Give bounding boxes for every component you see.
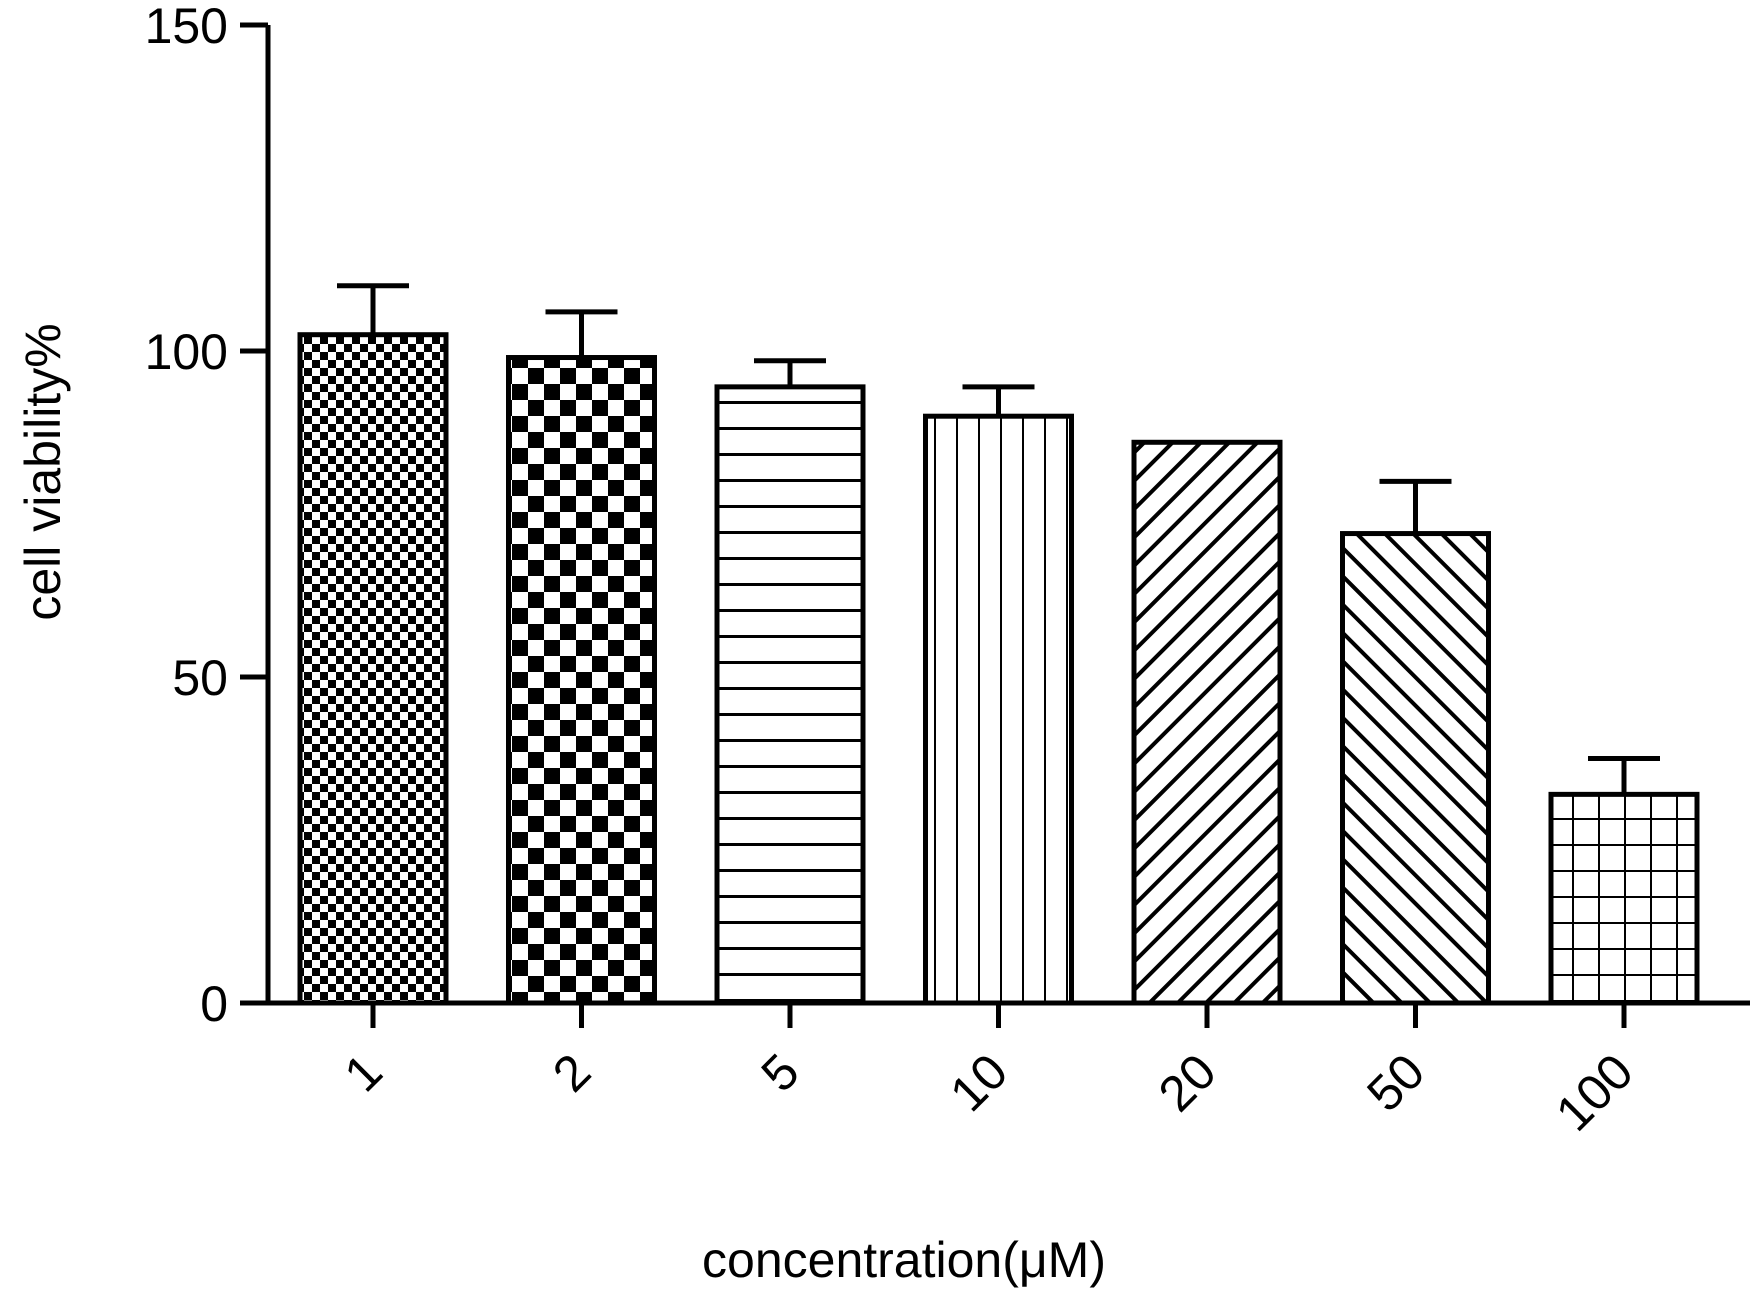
- bars-group: [297, 332, 1700, 1006]
- y-axis: 0 50 100 150: [145, 0, 271, 1032]
- bar-5: [714, 384, 866, 1006]
- bar-1: [297, 332, 449, 1006]
- bar-2: [506, 355, 657, 1006]
- x-tick-label: 50: [1356, 1043, 1435, 1122]
- y-axis-title: cell viability%: [15, 323, 71, 620]
- bar-100: [1548, 791, 1700, 1006]
- x-tick-label: 10: [939, 1043, 1018, 1122]
- y-tick-label: 50: [172, 650, 228, 706]
- x-axis-title: concentration(μM): [702, 1232, 1106, 1288]
- bar-50: [1340, 531, 1491, 1006]
- x-tick-label: 5: [751, 1043, 810, 1102]
- x-tick-label: 100: [1545, 1043, 1644, 1142]
- x-axis: 1 2 5 10 20 50 100: [266, 1000, 1750, 1142]
- bar-10: [923, 413, 1074, 1006]
- y-tick-label: 100: [145, 324, 228, 380]
- x-tick-label: 2: [542, 1043, 601, 1102]
- y-tick-label: 0: [200, 976, 228, 1032]
- bar-20: [1131, 439, 1283, 1006]
- x-tick-label: 1: [334, 1043, 393, 1102]
- error-bars-group: [337, 283, 1660, 795]
- x-tick-label: 20: [1148, 1043, 1227, 1122]
- y-tick-label: 150: [145, 0, 228, 54]
